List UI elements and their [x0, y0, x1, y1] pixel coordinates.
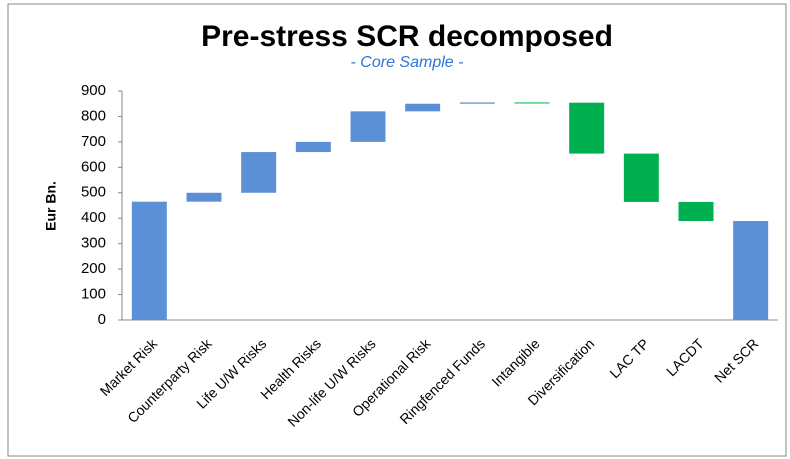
y-axis-label: Eur Bn. — [43, 181, 59, 231]
y-tick-label: 200 — [81, 260, 106, 277]
bar — [623, 153, 659, 202]
bar — [405, 103, 441, 112]
y-tick-label: 900 — [81, 82, 106, 99]
y-tick-label: 700 — [81, 133, 106, 150]
chart-subtitle: - Core Sample - — [351, 54, 464, 71]
y-tick-label: 100 — [81, 286, 106, 303]
bar — [241, 152, 277, 193]
bar — [459, 102, 495, 104]
y-tick-label: 400 — [81, 209, 106, 226]
bar — [733, 221, 769, 320]
bar — [131, 201, 167, 320]
y-tick-label: 500 — [81, 184, 106, 201]
y-tick-label: 800 — [81, 107, 106, 124]
bar — [350, 111, 386, 142]
bar — [514, 102, 550, 104]
bar — [569, 102, 605, 154]
chart-frame — [7, 3, 787, 457]
y-tick-label: 600 — [81, 158, 106, 175]
bar — [295, 141, 331, 153]
bar — [186, 192, 222, 202]
chart-title: Pre-stress SCR decomposed — [201, 20, 613, 53]
y-tick-label: 0 — [98, 311, 106, 328]
y-tick-label: 300 — [81, 235, 106, 252]
bar — [678, 201, 714, 222]
